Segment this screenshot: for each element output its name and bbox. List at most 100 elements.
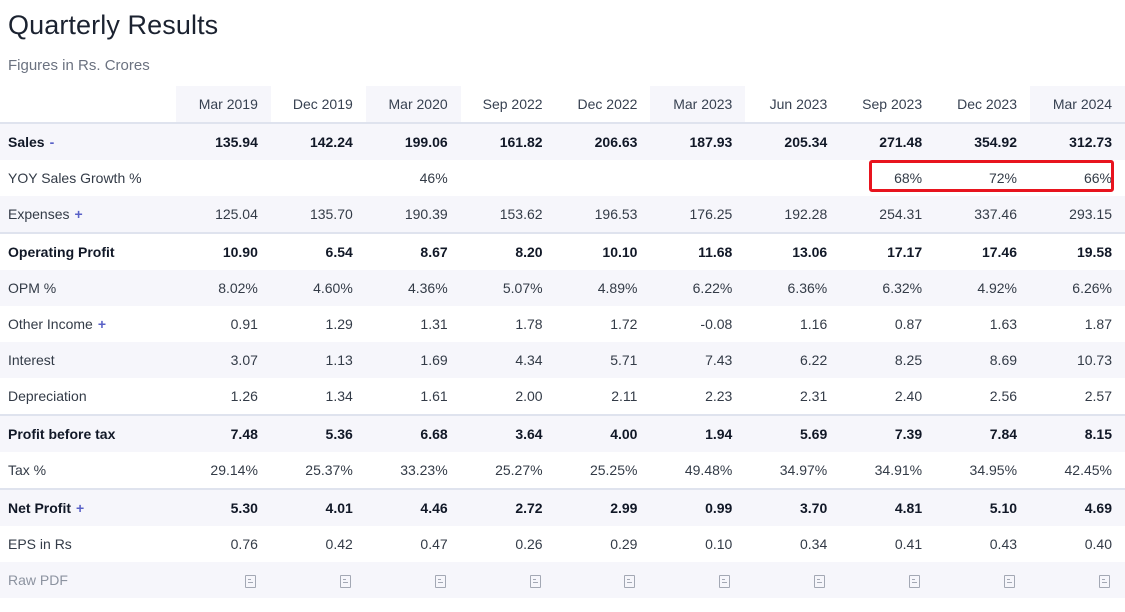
table-cell: 66%: [1083, 170, 1112, 186]
table-cell: 0.76: [230, 536, 258, 552]
pdf-file-icon[interactable]: [719, 574, 731, 588]
table-cell: 0.43: [989, 536, 1018, 552]
pdf-file-icon[interactable]: [339, 574, 351, 588]
table-cell: 10.90: [176, 232, 271, 270]
table-cell: 0.29: [610, 536, 638, 552]
table-cell: 0.87: [894, 316, 923, 332]
table-cell: 0.26: [515, 536, 543, 552]
collapse-toggle[interactable]: -: [49, 134, 55, 150]
table-cell: 135.70: [270, 196, 366, 233]
table-cell: 153.62: [460, 196, 556, 233]
pdf-file-icon[interactable]: [529, 574, 541, 588]
pdf-link[interactable]: [176, 562, 271, 598]
pdf-link[interactable]: [365, 562, 461, 598]
row-label-sales[interactable]: Sales -: [0, 123, 176, 160]
table-cell: 2.00: [515, 388, 543, 404]
table-cell: 8.15: [1030, 414, 1125, 452]
pdf-link[interactable]: [840, 562, 936, 598]
table-cell: 206.63: [555, 123, 651, 160]
table-cell: 2.57: [1084, 388, 1112, 404]
pdf-file-icon[interactable]: [814, 574, 826, 588]
pdf-file-icon[interactable]: [434, 574, 446, 588]
table-cell: 72%: [988, 170, 1018, 186]
row-label-tax: Tax %: [8, 462, 47, 478]
column-header: Mar 2020: [365, 86, 461, 124]
expand-toggle[interactable]: +: [74, 206, 83, 222]
table-cell: 7.84: [935, 414, 1031, 452]
quarterly-results-table: Mar 2019 Dec 2019 Mar 2020 Sep 2022 Dec …: [0, 86, 1125, 598]
table-cell: 6.54: [270, 232, 366, 270]
table-cell: [745, 160, 840, 196]
row-label-other-income[interactable]: Other Income +: [0, 306, 176, 342]
row-label-text: Other Income: [8, 316, 93, 332]
table-cell: 68%: [894, 170, 923, 186]
table-row-eps: EPS in Rs 0.76 0.42 0.47 0.26 0.29 0.10 …: [0, 526, 1125, 562]
pdf-file-icon[interactable]: [1004, 574, 1016, 588]
row-label-net-profit[interactable]: Net Profit +: [0, 488, 176, 526]
table-row-profit-before-tax: Profit before tax 7.48 5.36 6.68 3.64 4.…: [0, 414, 1125, 452]
table-row-other-income: Other Income + 0.91 1.29 1.31 1.78 1.72 -…: [0, 306, 1125, 342]
table-cell: 49.48%: [684, 462, 733, 478]
column-header: Mar 2019: [176, 86, 271, 124]
table-cell: 1.29: [325, 316, 353, 332]
table-cell: 29.14%: [210, 462, 258, 478]
table-cell: 125.04: [176, 196, 271, 233]
pdf-link[interactable]: [460, 562, 556, 598]
pdf-link[interactable]: [1030, 562, 1125, 598]
table-cell: [461, 160, 556, 196]
table-cell: 1.87: [1084, 316, 1112, 332]
table-cell: 2.31: [799, 388, 828, 404]
table-cell: 5.30: [176, 488, 271, 526]
table-cell: 4.69: [1030, 488, 1125, 526]
pdf-file-icon[interactable]: [1099, 574, 1110, 588]
table-cell: 34.91%: [874, 462, 923, 478]
table-cell: 293.15: [1030, 196, 1125, 233]
expand-toggle[interactable]: +: [97, 316, 107, 332]
row-label-text: Sales: [8, 134, 45, 150]
table-cell: 2.40: [894, 388, 923, 404]
pdf-link[interactable]: [270, 562, 366, 598]
table-cell: 161.82: [460, 123, 556, 160]
table-cell: 5.07%: [460, 270, 556, 306]
table-cell: 4.89%: [555, 270, 651, 306]
pdf-link[interactable]: [650, 562, 746, 598]
table-cell: 5.10: [935, 488, 1031, 526]
pdf-file-icon[interactable]: [624, 574, 636, 588]
row-label-depreciation: Depreciation: [8, 388, 87, 404]
table-cell: 4.60%: [270, 270, 366, 306]
table-row-yoy-sales-growth: YOY Sales Growth % 46% 68% 72% 66%: [0, 160, 1125, 196]
table-cell: 5.36: [270, 414, 366, 452]
table-cell: 0.40: [1084, 536, 1112, 552]
pdf-link[interactable]: [555, 562, 651, 598]
table-cell: 2.11: [611, 388, 638, 404]
table-cell: 8.02%: [176, 270, 271, 306]
table-cell: 354.92: [935, 123, 1031, 160]
table-cell: 0.42: [325, 536, 353, 552]
table-cell: 17.17: [840, 232, 936, 270]
row-label-opm: OPM %: [0, 270, 176, 306]
pdf-link[interactable]: [935, 562, 1031, 598]
table-cell: 254.31: [840, 196, 936, 233]
expand-toggle[interactable]: +: [76, 500, 85, 516]
table-cell: 6.26%: [1030, 270, 1125, 306]
table-cell: 25.37%: [305, 462, 353, 478]
pdf-file-icon[interactable]: [909, 574, 921, 588]
table-row-operating-profit: Operating Profit 10.90 6.54 8.67 8.20 10…: [0, 232, 1125, 270]
pdf-file-icon[interactable]: [244, 574, 256, 588]
table-cell: 1.69: [365, 342, 461, 378]
row-label-expenses[interactable]: Expenses +: [0, 196, 176, 233]
table-cell: 8.25: [840, 342, 936, 378]
column-header: Sep 2022: [460, 86, 556, 124]
pdf-link[interactable]: [745, 562, 841, 598]
table-cell: 1.16: [799, 316, 828, 332]
table-cell: 271.48: [840, 123, 936, 160]
table-cell: 0.34: [799, 536, 828, 552]
page-subtitle: Figures in Rs. Crores: [8, 57, 150, 74]
table-cell: 42.45%: [1064, 462, 1112, 478]
table-cell: 6.22: [745, 342, 841, 378]
table-cell: 19.58: [1030, 232, 1125, 270]
table-cell: 2.23: [705, 388, 733, 404]
table-row-depreciation: Depreciation 1.26 1.34 1.61 2.00 2.11 2.…: [0, 378, 1125, 415]
table-row-tax: Tax % 29.14% 25.37% 33.23% 25.27% 25.25%…: [0, 452, 1125, 489]
table-cell: 199.06: [365, 123, 461, 160]
